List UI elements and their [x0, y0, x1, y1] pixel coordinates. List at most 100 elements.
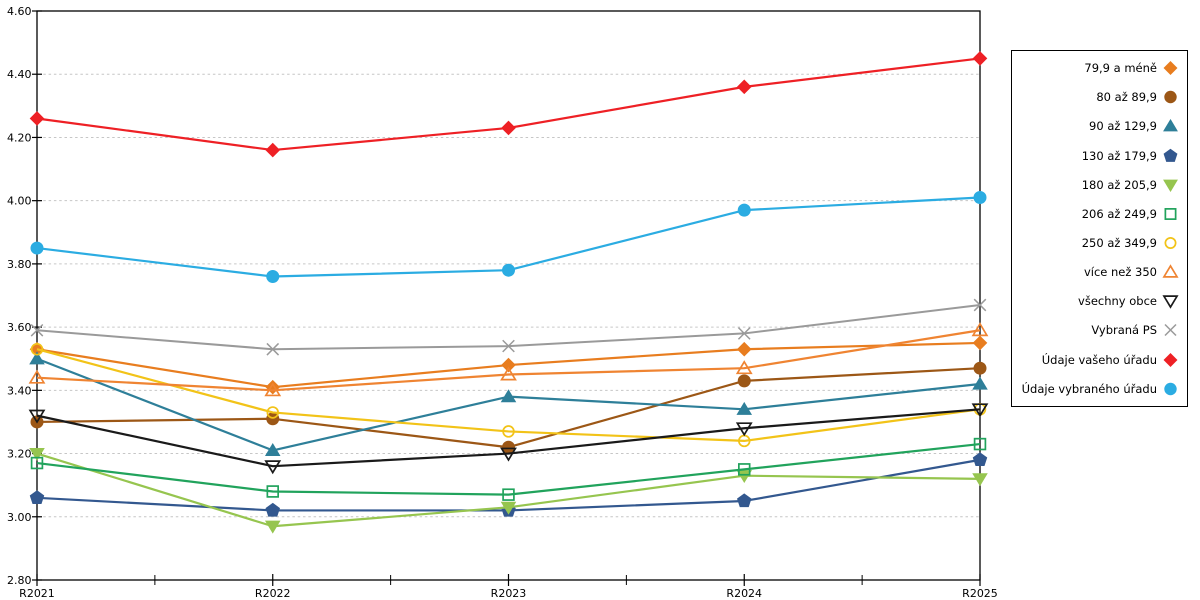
triangle-down-marker-icon — [500, 501, 517, 515]
triangle-up-marker-icon — [264, 443, 281, 456]
legend-label: Údaje vybraného úřadu — [1021, 381, 1157, 396]
circle-icon — [1164, 237, 1177, 249]
legend-label: 130 až 179,9 — [1081, 148, 1157, 163]
y-tick-label: 3.00 — [7, 511, 32, 524]
series-v-ce-ne-350 — [28, 322, 989, 397]
diamond-marker-icon — [972, 51, 988, 66]
diamond-marker-icon — [501, 120, 516, 136]
series-line — [36, 348, 981, 443]
legend-item: 80 až 89,9 — [1012, 85, 1187, 109]
legend-item: 250 až 349,9 — [1012, 231, 1187, 255]
triangle-down-icon — [1162, 295, 1179, 309]
pentagon-marker-icon — [265, 502, 280, 517]
y-tick-label: 4.00 — [7, 195, 32, 208]
x-tick-label: R2023 — [491, 587, 527, 600]
legend-label: 80 až 89,9 — [1096, 90, 1157, 105]
circle-marker-icon — [502, 425, 515, 438]
legend-item: 90 až 129,9 — [1012, 114, 1187, 138]
diamond-marker-icon — [972, 335, 988, 351]
triangle-up-marker-icon — [28, 369, 46, 384]
circle-icon — [1164, 382, 1177, 395]
triangle-down-marker-icon — [971, 403, 989, 418]
legend-label: 90 až 129,9 — [1089, 119, 1157, 134]
y-tick-label: 3.40 — [7, 384, 32, 397]
legend-item: Údaje vašeho úřadu — [1012, 348, 1187, 372]
series-90-a-129-9 — [29, 351, 988, 456]
square-marker-icon — [973, 437, 987, 451]
square-marker-icon — [30, 456, 44, 470]
pentagon-marker-icon — [972, 452, 988, 467]
circle-marker-icon — [266, 270, 280, 284]
legend-label: všechny obce — [1078, 294, 1157, 309]
triangle-down-marker-icon — [1162, 295, 1179, 309]
circle-marker-icon — [973, 191, 987, 205]
diamond-marker-icon — [265, 142, 281, 158]
y-tick-label: 3.60 — [7, 321, 32, 334]
diamond-marker-icon — [1163, 61, 1178, 76]
diamond-icon — [1163, 352, 1178, 367]
x-tick-label: R2024 — [726, 587, 762, 600]
legend-item: všechny obce — [1012, 289, 1187, 313]
triangle-up-icon — [1162, 264, 1179, 278]
legend-item: 79,9 a méně — [1012, 56, 1187, 80]
triangle-up-marker-icon — [500, 389, 517, 403]
triangle-up-marker-icon — [971, 322, 989, 337]
diamond-icon — [1163, 61, 1178, 76]
series-vybran-ps — [30, 298, 987, 356]
square-icon — [1164, 207, 1177, 220]
diamond-marker-icon — [1163, 352, 1178, 367]
circle-marker-icon — [737, 203, 751, 217]
diamond-marker-icon — [29, 111, 45, 126]
legend-item: 206 až 249,9 — [1012, 202, 1187, 226]
legend: 79,9 a méně 80 až 89,9 90 až 129,9 130 až 1… — [1011, 50, 1188, 407]
legend-label: více než 350 — [1083, 265, 1157, 280]
x-cross-marker-icon — [266, 342, 280, 356]
pentagon-marker-icon — [29, 490, 45, 504]
triangle-up-marker-icon — [29, 351, 45, 365]
diamond-marker-icon — [736, 79, 752, 95]
series-v-echny-obce — [28, 403, 989, 475]
legend-label: 250 až 349,9 — [1081, 235, 1157, 250]
square-marker-icon — [266, 485, 280, 498]
series-180-a-205-9 — [29, 447, 988, 534]
square-marker-icon — [502, 488, 515, 501]
x-cross-icon — [1164, 324, 1177, 337]
pentagon-icon — [1163, 148, 1178, 162]
x-cross-marker-icon — [1164, 324, 1177, 337]
circle-marker-icon — [1164, 237, 1177, 249]
triangle-down-icon — [1163, 179, 1178, 192]
pentagon-marker-icon — [737, 493, 752, 508]
circle-marker-icon — [737, 374, 751, 388]
legend-label: 180 až 205,9 — [1081, 177, 1157, 192]
triangle-up-marker-icon — [1163, 119, 1178, 132]
circle-icon — [1164, 91, 1177, 104]
series-line — [36, 329, 981, 392]
square-marker-icon — [737, 463, 751, 476]
circle-marker-icon — [502, 263, 515, 277]
circle-marker-icon — [30, 342, 44, 356]
circle-marker-icon — [1164, 382, 1177, 395]
y-tick-label: 2.80 — [7, 574, 32, 587]
x-tick-label: R2022 — [255, 587, 291, 600]
y-tick-label: 3.80 — [7, 258, 32, 271]
triangle-down-marker-icon — [735, 422, 753, 437]
y-tick-label: 4.40 — [7, 68, 32, 81]
series-line — [36, 408, 981, 468]
legend-item: Údaje vybraného úřadu — [1012, 377, 1187, 401]
legend-item: 180 až 205,9 — [1012, 173, 1187, 197]
x-cross-marker-icon — [973, 298, 987, 312]
triangle-down-marker-icon — [1163, 179, 1178, 192]
y-tick-label: 4.60 — [7, 5, 32, 18]
series--daje-vybran-ho-adu — [30, 191, 987, 284]
square-marker-icon — [1164, 207, 1177, 220]
series-206-a-249-9 — [30, 437, 987, 501]
triangle-up-marker-icon — [500, 366, 517, 381]
triangle-down-marker-icon — [736, 470, 753, 484]
circle-marker-icon — [266, 406, 280, 419]
triangle-down-marker-icon — [28, 409, 46, 424]
legend-label: Údaje vašeho úřadu — [1041, 352, 1157, 367]
series--daje-va-eho-adu — [29, 51, 988, 158]
x-tick-label: R2021 — [19, 587, 55, 600]
plot-border — [36, 10, 981, 581]
